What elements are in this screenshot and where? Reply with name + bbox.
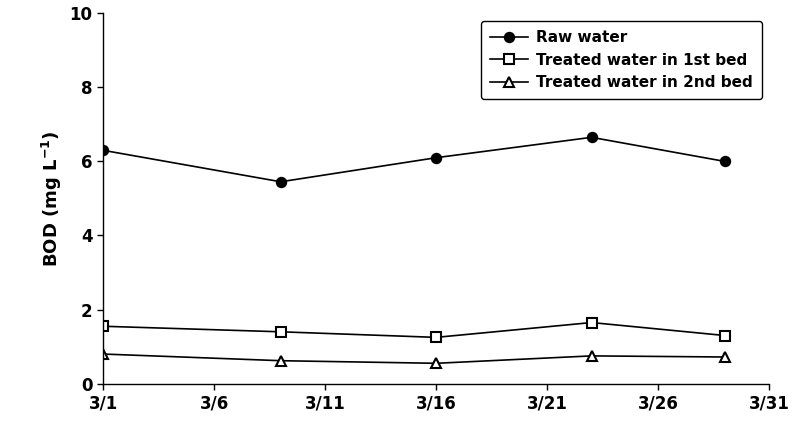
Line: Treated water in 1st bed: Treated water in 1st bed <box>98 318 730 342</box>
Raw water <box>587 135 596 140</box>
Treated water in 2nd bed <box>720 355 730 360</box>
Treated water in 1st bed <box>431 335 441 340</box>
Treated water in 2nd bed <box>98 351 108 357</box>
Treated water in 1st bed <box>587 320 596 325</box>
Line: Treated water in 2nd bed: Treated water in 2nd bed <box>98 349 730 368</box>
Treated water in 1st bed <box>720 333 730 338</box>
Raw water <box>431 155 441 161</box>
Treated water in 1st bed <box>98 324 108 329</box>
Treated water in 2nd bed <box>276 358 285 363</box>
Treated water in 2nd bed <box>431 361 441 366</box>
Y-axis label: BOD (mg L$^{-1}$): BOD (mg L$^{-1}$) <box>40 130 64 267</box>
Treated water in 2nd bed <box>587 353 596 359</box>
Treated water in 1st bed <box>276 329 285 334</box>
Legend: Raw water, Treated water in 1st bed, Treated water in 2nd bed: Raw water, Treated water in 1st bed, Tre… <box>481 21 761 100</box>
Line: Raw water: Raw water <box>98 132 730 187</box>
Raw water <box>720 159 730 164</box>
Raw water <box>98 148 108 153</box>
Raw water <box>276 179 285 184</box>
